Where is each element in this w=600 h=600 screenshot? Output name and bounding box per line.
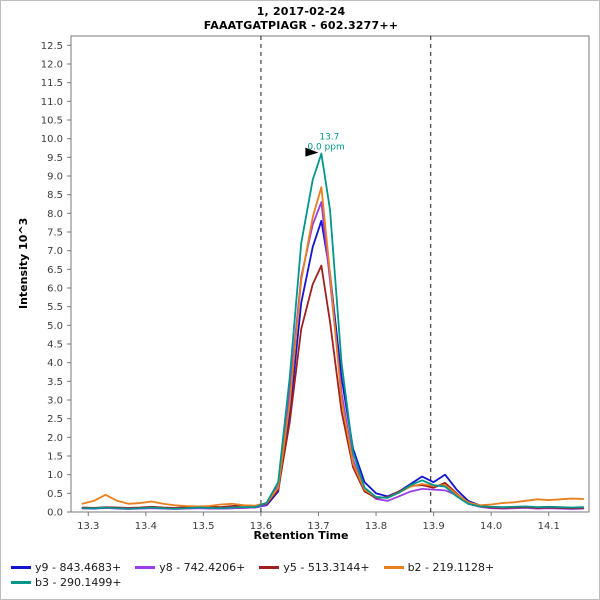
y-tick-label: 2.5	[47, 414, 63, 425]
legend-swatch-icon	[383, 566, 404, 569]
y-tick-label: 0.0	[47, 508, 63, 519]
x-tick-label: 14.1	[538, 521, 560, 532]
y-tick-label: 0.5	[47, 489, 63, 500]
y-tick-label: 12.5	[41, 41, 63, 52]
y-tick-label: 10.5	[41, 116, 63, 127]
legend-label: b3 - 290.1499+	[35, 576, 122, 589]
x-tick-label: 13.8	[365, 521, 387, 532]
trace-b2[interactable]	[81, 186, 585, 508]
legend-label: y8 - 742.4206+	[159, 561, 246, 574]
y-tick-label: 6.5	[47, 265, 63, 276]
y-tick-label: 2.0	[47, 433, 63, 444]
y-tick-label: 11.5	[41, 78, 63, 89]
legend-item-b3[interactable]: b3 - 290.1499+	[11, 576, 122, 589]
y-tick-label: 9.0	[47, 172, 63, 183]
x-tick-label: 13.6	[250, 521, 272, 532]
y-tick-label: 6.0	[47, 284, 63, 295]
chromatogram-plot[interactable]: 0.0 0.5 1.0 1.5 2.0 2.5 3.0 3.5 4.0 4.5 5.0 5.5 6.0 6…	[1, 1, 600, 556]
left-triangle-marker-icon	[305, 147, 319, 157]
title-line-peptide: FAAATGATPIAGR - 602.3277++	[203, 19, 399, 32]
legend-swatch-icon	[11, 581, 31, 584]
trace-b3[interactable]	[81, 152, 585, 510]
chart-legend: y9 - 843.4683+ y8 - 742.4206+ y5 - 513.314…	[1, 558, 600, 590]
legend-row: y9 - 843.4683+ y8 - 742.4206+ y5 - 513.314…	[11, 560, 591, 590]
legend-label: b2 - 219.1128+	[407, 561, 495, 574]
y-tick-label: 7.0	[47, 246, 63, 257]
legend-swatch-icon	[259, 566, 280, 569]
x-tick-label: 13.4	[135, 521, 157, 532]
y-tick-label: 8.5	[47, 190, 63, 201]
y-tick-label: 3.0	[47, 396, 63, 407]
y-tick-label: 8.0	[47, 209, 63, 220]
x-axis-label: Retention Time	[253, 529, 349, 542]
y-tick-label: 1.0	[47, 470, 63, 481]
legend-item-y8[interactable]: y8 - 742.4206+	[135, 561, 245, 574]
x-tick-label: 14.0	[480, 521, 502, 532]
y-tick-label: 4.5	[47, 340, 63, 351]
title-line-run: 1, 2017-02-24	[256, 5, 346, 18]
y-tick-label: 1.5	[47, 452, 63, 463]
legend-swatch-icon	[135, 566, 156, 569]
legend-item-y9[interactable]: y9 - 843.4683+	[11, 561, 121, 574]
annotation-ppm-label: 0.0 ppm	[307, 143, 344, 153]
y-tick-label: 3.5	[47, 377, 63, 388]
legend-item-b2[interactable]: b2 - 219.1128+	[383, 561, 495, 574]
y-tick-label: 4.0	[47, 358, 63, 369]
legend-label: y5 - 513.3144+	[283, 561, 370, 574]
y-tick-label: 5.0	[47, 321, 63, 332]
chart-title: 1, 2017-02-24 FAAATGATPIAGR - 602.3277++	[1, 5, 600, 33]
y-tick-label: 11.0	[41, 97, 63, 108]
legend-label: y9 - 843.4683+	[35, 561, 122, 574]
chart-area: 0.0 0.5 1.0 1.5 2.0 2.5 3.0 3.5 4.0 4.5 5.0 5.5 6.0 6…	[1, 1, 600, 556]
y-tick-label: 12.0	[41, 60, 63, 71]
legend-swatch-icon	[11, 566, 31, 569]
legend-item-y5[interactable]: y5 - 513.3144+	[259, 561, 370, 574]
y-tick-label: 5.5	[47, 302, 63, 313]
y-tick-label: 10.0	[41, 134, 63, 145]
x-tick-label: 13.5	[192, 521, 214, 532]
annotation-rt-label: 13.7	[319, 133, 339, 143]
x-tick-label: 13.3	[77, 521, 99, 532]
x-tick-label: 13.7	[307, 521, 329, 532]
y-tick-label: 9.5	[47, 153, 63, 164]
x-tick-label: 13.9	[422, 521, 444, 532]
y-tick-label: 7.5	[47, 228, 63, 239]
